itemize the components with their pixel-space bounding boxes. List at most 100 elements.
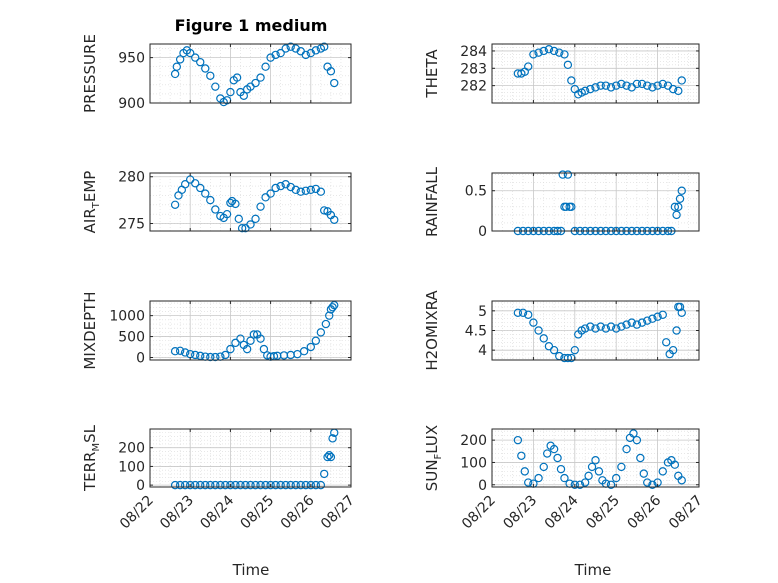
data-point [196,183,205,193]
data-point [306,48,315,58]
data-point [606,322,616,331]
data-point [266,189,275,198]
data-point [249,330,259,339]
data-point [549,46,559,56]
data-series [170,42,339,107]
data-point [316,187,326,196]
subplot-air-temp: 275 280 AIRTEMP [81,170,352,234]
data-point [639,469,649,478]
time-label-right: Time [574,561,612,579]
plot-area [492,173,699,231]
data-point [580,86,590,96]
data-point [591,324,600,333]
data-point [539,462,548,472]
y-tick-label: 0 [478,224,487,240]
data-point [601,81,611,90]
data-point [256,334,265,343]
data-point [286,42,295,51]
tick-marks [491,173,700,232]
data-point [612,324,621,333]
data-series [170,428,339,490]
data-point [513,308,523,317]
data-point [191,350,200,360]
data-point [637,79,647,89]
y-axis-label: MIXDEPTH [81,291,99,369]
data-point [553,453,562,463]
y-tick-label: 5 [478,304,487,320]
data-point [222,209,232,219]
data-point [316,480,326,490]
data-point [239,91,248,100]
data-point [617,322,626,331]
data-point [306,342,315,352]
y-axis-label: TERRMSL [81,424,102,492]
data-series [170,175,339,233]
data-point [520,467,529,476]
data-point [672,210,681,220]
data-point [677,186,686,195]
data-point [266,480,275,490]
data-point [226,480,235,490]
data-point [643,81,652,90]
data-point [321,319,331,329]
data-point [242,344,252,354]
data-point [196,480,205,490]
data-point [672,326,681,335]
data-point [563,353,573,363]
data-point [677,76,686,85]
data-point [170,200,180,210]
data-point [185,480,195,490]
axes-box [491,428,700,488]
data-point [311,46,321,55]
y-tick-label: 0 [136,478,145,494]
data-point [325,450,334,460]
data-point [594,467,604,476]
data-point [281,44,290,53]
data-point [180,180,190,189]
plot-area [150,173,351,231]
data-point [575,480,585,489]
tick-marks [149,173,352,231]
data-point [286,480,295,490]
data-point [271,480,280,490]
data-point [206,480,215,490]
subplot-h2omixra: 4 4.5 5 H2OMIXRA [423,290,700,371]
data-point [544,342,554,351]
tick-marks [149,44,352,104]
data-point [622,320,631,329]
data-point [549,444,559,454]
data-point [256,480,265,490]
data-point [301,480,310,490]
data-point [580,478,590,487]
data-point [643,478,652,487]
y-tick-label: 0 [478,478,487,494]
data-point [251,480,260,490]
data-point [653,81,662,90]
y-tick-label: 283 [460,61,487,77]
y-tick-label: 282 [460,79,487,95]
data-point [211,352,220,362]
y-axis-label: AIRTEMP [81,171,102,234]
data-point [587,462,597,472]
time-label-left: Time [232,561,270,579]
data-point [293,349,302,359]
data-point [191,179,200,188]
data-point [632,79,642,89]
data-point [221,480,230,490]
data-point [306,185,315,195]
data-point [237,223,247,233]
tick-marks [149,301,352,360]
data-point [563,60,573,70]
data-point [586,322,595,331]
data-point [320,469,329,479]
data-point [539,46,548,56]
data-point [637,318,647,327]
data-point [196,351,205,361]
data-point [306,480,315,490]
data-point [677,308,686,317]
y-tick-label: 284 [460,44,487,60]
data-point [670,202,680,212]
data-point [534,48,543,57]
data-point [251,78,260,88]
data-point [328,434,337,443]
